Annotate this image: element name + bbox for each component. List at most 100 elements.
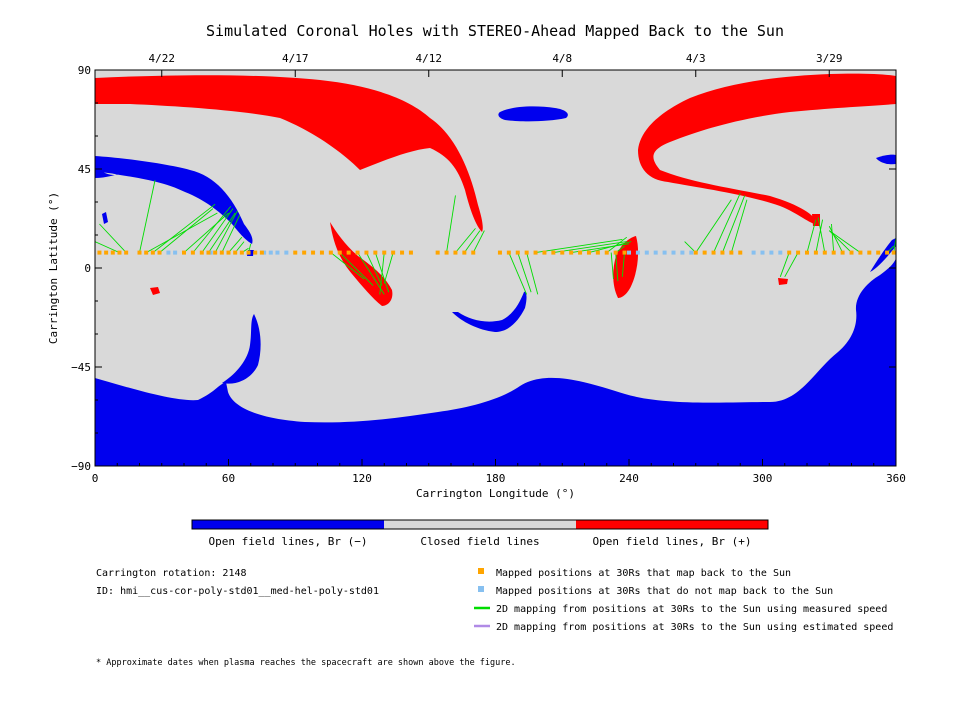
mapped-point (497, 250, 502, 255)
legend-mapped-label: Mapped positions at 30Rs that map back t… (496, 568, 791, 579)
mapping-line (228, 236, 243, 253)
top-tick-label: 4/17 (282, 52, 309, 65)
mapped-point (319, 250, 324, 255)
mapped-point (551, 250, 556, 255)
legend-mapped-marker (478, 568, 484, 574)
mapping-line (784, 252, 799, 278)
mapping-line (446, 195, 456, 253)
colorbar-frame (191, 519, 769, 530)
mapping-line (214, 210, 238, 253)
legend-unmapped-marker (478, 586, 484, 592)
mapped-point (364, 250, 369, 255)
mapped-point (796, 250, 801, 255)
top-tick-label: 4/8 (552, 52, 572, 65)
mapping-line (357, 252, 385, 295)
unmapped-point (644, 250, 649, 255)
mapping-line (828, 230, 861, 253)
mapped-point (408, 250, 413, 255)
carrington-rotation: Carrington rotation: 2148 (96, 568, 247, 579)
x-tick-label: 360 (886, 472, 906, 485)
unmapped-point (284, 250, 289, 255)
mapping-line (815, 219, 824, 253)
mapped-point (293, 250, 298, 255)
mapping-line (722, 195, 746, 253)
unmapped-point (173, 250, 178, 255)
mapping-line (208, 212, 236, 253)
unmapped-point (662, 250, 667, 255)
mapped-point (150, 250, 155, 255)
x-tick-label: 300 (753, 472, 773, 485)
mapped-point (604, 250, 609, 255)
mapped-point (613, 250, 618, 255)
mapped-point (693, 250, 698, 255)
north-western-hole (95, 156, 253, 244)
footnote: * Approximate dates when plasma reaches … (96, 658, 516, 668)
legend-estimated-label: 2D mapping from positions at 30Rs to the… (496, 622, 893, 633)
x-tick-label: 240 (619, 472, 639, 485)
mapped-point (117, 250, 122, 255)
mapping-line (526, 252, 539, 295)
south-polar-thin-arm (222, 314, 261, 384)
mapped-point (199, 250, 204, 255)
x-tick-label: 120 (352, 472, 372, 485)
unmapped-point (208, 250, 213, 255)
north-polar-hole-west (95, 75, 483, 232)
mapping-line (183, 212, 229, 253)
mapping-line (455, 228, 476, 253)
mapped-point (849, 250, 854, 255)
mapping-line (145, 212, 218, 253)
mapping-line (553, 241, 627, 254)
mapping-line (472, 230, 485, 253)
y-axis-title: Carrington Latitude (°) (47, 192, 60, 344)
mid-positive-hole-b (613, 236, 639, 298)
unmapped-point (760, 250, 765, 255)
mapped-point (831, 250, 836, 255)
mapping-line (610, 252, 614, 280)
mapping-lines (95, 179, 896, 295)
mapped-point (346, 250, 351, 255)
mapping-line (95, 241, 120, 254)
mapped-point (373, 250, 378, 255)
north-polar-hole-east (638, 73, 896, 225)
mapping-line (621, 252, 625, 277)
unmapped-point (769, 250, 774, 255)
south-polar-hole (95, 258, 896, 466)
mapping-line (828, 230, 852, 253)
mapped-point (586, 250, 591, 255)
legend-measured-label: 2D mapping from positions at 30Rs to the… (496, 604, 887, 615)
mapping-line (713, 193, 741, 253)
y-tick-label: −45 (71, 361, 91, 374)
mapping-line (831, 223, 835, 253)
mapped-point (190, 250, 195, 255)
colorbar-label-negative: Open field lines, Br (−) (209, 535, 368, 548)
mapped-point (805, 250, 809, 255)
mapped-point (560, 250, 565, 255)
mapped-point (400, 250, 405, 255)
mapped-point (453, 250, 458, 255)
mapped-point (840, 250, 845, 255)
mapped-point (444, 250, 449, 255)
mapping-line (606, 236, 628, 253)
small-north-hole (498, 106, 568, 122)
mapped-point (885, 250, 890, 255)
unmapped-point (751, 250, 756, 255)
mapping-line (201, 208, 234, 253)
mapped-point (787, 250, 792, 255)
mapped-point (355, 250, 360, 255)
chart-title: Simulated Coronal Holes with STEREO-Ahea… (206, 22, 784, 40)
x-axis-title: Carrington Longitude (°) (416, 487, 575, 500)
mapping-line (152, 203, 216, 253)
colorbar-label-positive: Open field lines, Br (+) (593, 535, 752, 548)
mapped-point (144, 250, 149, 255)
mapped-point (328, 250, 333, 255)
x-tick-label: 60 (222, 472, 235, 485)
x-tick-label: 0 (92, 472, 99, 485)
mapped-point (822, 250, 827, 255)
mapped-point (104, 250, 109, 255)
unmapped-point (680, 250, 685, 255)
mapping-line (379, 252, 385, 295)
colorbar: Open field lines, Br (−) Closed field li… (191, 519, 769, 548)
top-tick-label: 3/29 (816, 52, 843, 65)
mapped-point (515, 250, 520, 255)
